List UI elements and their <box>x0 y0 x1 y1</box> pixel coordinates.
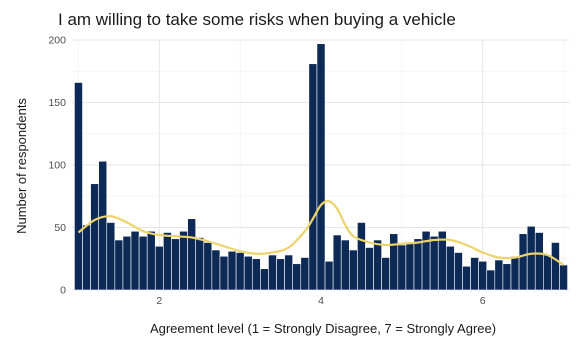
histogram-bar <box>405 243 415 291</box>
histogram-bar <box>114 239 124 291</box>
histogram-bar <box>365 247 374 291</box>
x-tick-label: 4 <box>318 295 324 307</box>
y-tick-label: 150 <box>48 97 66 109</box>
smooth-curve-layer <box>77 200 565 266</box>
y-tick-label: 200 <box>48 35 66 47</box>
histogram-bar <box>348 249 358 291</box>
histogram-bar <box>138 235 148 291</box>
histogram-bar <box>251 258 261 291</box>
histogram-bar <box>308 63 318 291</box>
y-tick-label: 100 <box>48 160 66 172</box>
histogram-bar <box>260 268 269 291</box>
histogram-bar <box>373 239 382 291</box>
histogram-bar <box>122 235 132 291</box>
histogram-bar <box>486 269 496 291</box>
x-tick-label: 6 <box>480 295 486 307</box>
histogram-bar <box>494 259 504 291</box>
histogram-bar <box>106 222 116 291</box>
x-axis-title: Agreement level (1 = Strongly Disagree, … <box>150 321 496 336</box>
histogram-bar <box>219 255 229 291</box>
histogram-bar <box>470 257 479 291</box>
x-tick-label: 2 <box>156 295 162 307</box>
histogram-bar <box>324 260 334 291</box>
histogram-bar <box>518 233 528 291</box>
tick-labels: 2 4 6 0 50 100 150 200 <box>48 35 485 308</box>
histogram-bar <box>300 257 310 291</box>
histogram-bar <box>559 264 568 291</box>
histogram-bar <box>195 237 205 291</box>
histogram-bar <box>203 242 213 291</box>
histogram-bar <box>187 218 196 291</box>
histogram-bar <box>534 232 544 291</box>
histogram-bar <box>98 160 108 291</box>
histogram-bar <box>462 265 471 291</box>
histogram-bar <box>82 224 91 291</box>
histogram-bar <box>179 230 188 291</box>
histogram-bar <box>171 238 180 291</box>
histogram-bar <box>389 233 399 291</box>
histogram-bar <box>276 258 285 291</box>
histogram-bar <box>551 242 560 291</box>
histogram-bar <box>316 43 326 291</box>
histogram-bar <box>454 252 463 291</box>
histogram-bar <box>292 263 302 291</box>
smooth-trend-line <box>77 200 565 266</box>
histogram-bar <box>381 257 391 291</box>
y-axis-title: Number of respondents <box>14 98 29 234</box>
histogram-bar <box>446 245 455 291</box>
histogram-bar <box>543 254 552 291</box>
histogram-bar <box>502 263 512 291</box>
histogram-bar <box>510 255 520 291</box>
chart-title: I am willing to take some risks when buy… <box>58 10 456 29</box>
histogram-bar <box>154 245 164 291</box>
histogram-bar <box>397 244 407 291</box>
y-tick-label: 0 <box>60 285 66 297</box>
histogram-bar <box>235 252 245 291</box>
histogram-bar <box>357 222 366 291</box>
histogram-bar <box>90 183 99 291</box>
y-tick-label: 50 <box>54 222 66 234</box>
bars <box>74 43 568 291</box>
histogram-bar <box>526 225 536 291</box>
histogram-bar <box>227 250 237 291</box>
histogram-bar <box>413 238 423 291</box>
histogram-bar <box>243 255 253 291</box>
histogram-bar <box>74 82 83 291</box>
histogram-bar <box>478 260 488 291</box>
histogram-bar <box>284 254 294 291</box>
histogram-bar <box>429 235 439 291</box>
histogram-bar <box>268 254 277 291</box>
histogram-bar <box>146 230 156 291</box>
histogram-bar <box>340 239 350 291</box>
histogram-bar <box>211 249 221 291</box>
histogram-bar <box>130 230 140 291</box>
histogram-bar <box>163 232 172 291</box>
histogram-bar <box>332 234 342 291</box>
